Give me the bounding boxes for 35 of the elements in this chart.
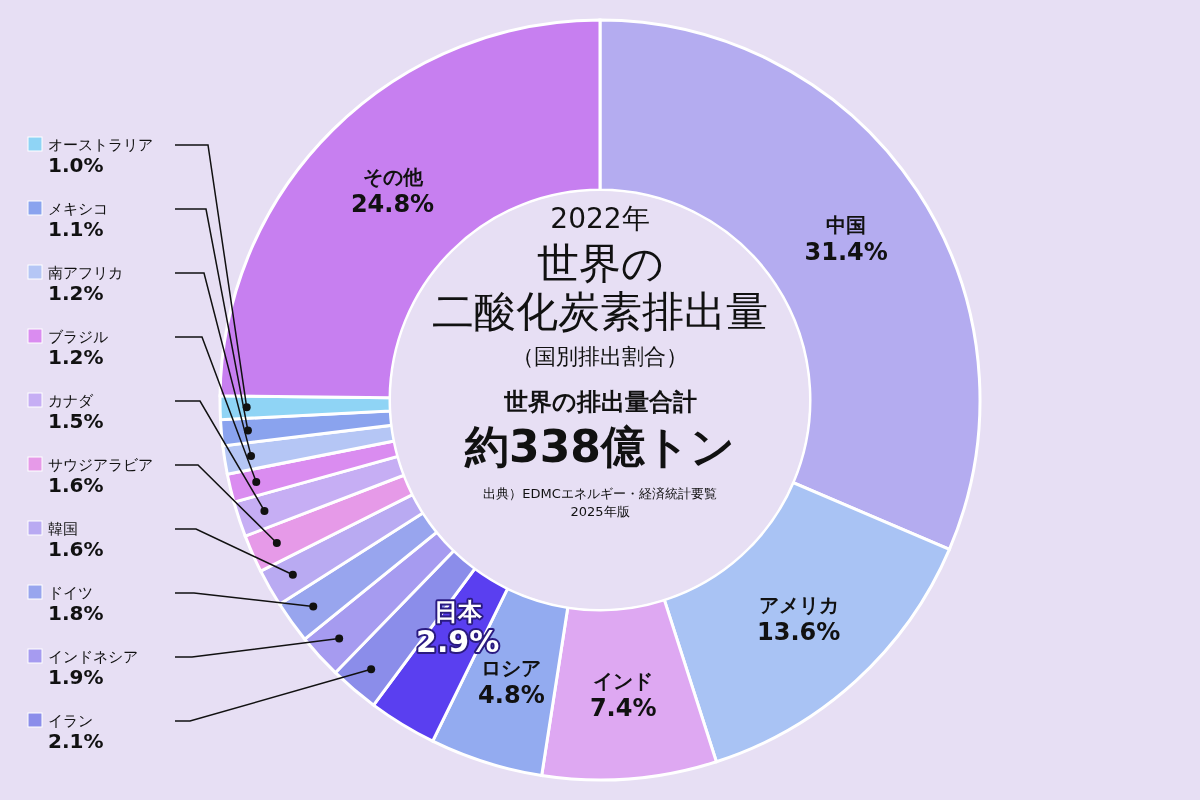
legend-label: ブラジル [48, 328, 108, 346]
legend-label: オーストラリア [48, 136, 153, 154]
data-label: 24.8% [350, 190, 435, 219]
slice-label: インド [593, 669, 654, 694]
slice-label: 中国 [826, 212, 867, 237]
legend-label: サウジアラビア [48, 456, 153, 474]
text: 世界の二酸化炭素排出量 [432, 239, 768, 336]
data-label: 1.1% [48, 217, 104, 241]
slice-label: アメリカ [758, 593, 839, 618]
text: 2022年 [550, 202, 650, 235]
data-label: 1.5% [48, 409, 104, 433]
legend-label: 韓国 [48, 520, 78, 538]
data-label: 7.4% [589, 694, 657, 723]
data-label: 4.8% [478, 681, 545, 710]
slice-label: その他 [362, 165, 424, 190]
data-label: 1.8% [48, 601, 104, 625]
legend-label: カナダ [48, 392, 94, 410]
legend-label: インドネシア [48, 648, 138, 666]
data-label: 31.4% [804, 237, 888, 266]
legend-label: 南アフリカ [48, 264, 123, 282]
legend-label: メキシコ [48, 200, 108, 218]
data-label: 1.9% [48, 665, 104, 689]
data-label: 1.2% [48, 345, 104, 369]
legend-label: ドイツ [48, 584, 93, 602]
data-label: 1.2% [48, 281, 104, 305]
data-label: 13.6% [757, 618, 841, 647]
data-label: 1.6% [48, 473, 104, 497]
data-label: 1.0% [48, 153, 104, 177]
text: 世界の排出量合計約338億トン [464, 388, 735, 472]
source-note: 出典）EDMCエネルギー・経済統計要覧2025年版 [483, 486, 717, 519]
slice-label: ロシア [481, 656, 542, 681]
data-label: 2.1% [48, 729, 104, 753]
legend-label: イラン [48, 712, 93, 730]
text: （国別排出割合） [512, 344, 688, 369]
data-label: 1.6% [48, 537, 104, 561]
